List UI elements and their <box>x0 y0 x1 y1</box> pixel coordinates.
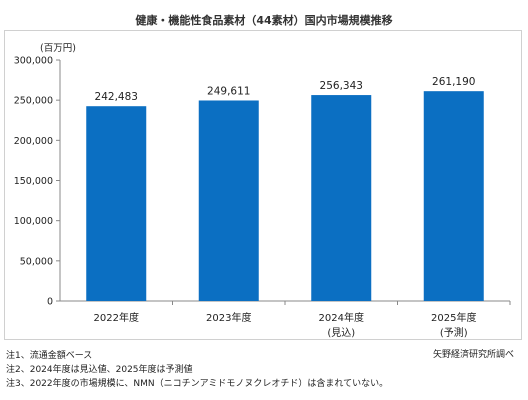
source-credit: 矢野経済研究所調べ <box>432 350 514 360</box>
bar-value-label: 249,611 <box>207 85 250 97</box>
bar-value-label: 256,343 <box>320 80 363 92</box>
y-axis-unit-label: (百万円) <box>40 43 76 54</box>
y-tick-label: 100,000 <box>14 216 53 227</box>
y-tick-label: 150,000 <box>14 176 53 187</box>
x-category-label: 2024年度 <box>319 311 364 324</box>
bar <box>423 91 484 301</box>
x-category-label: 2025年度 <box>431 311 476 324</box>
chart-frame <box>4 30 522 340</box>
note-3: 注3、2022年度の市場規模に、NMN（ニコチンアミドモノヌクレオチド）は含まれ… <box>6 379 389 389</box>
note-2: 注2、2024年度は見込値、2025年度は予測値 <box>6 365 193 375</box>
bar-chart: 0 50,000 100,000 150,000 200,000 250,000 300,0… <box>14 56 511 339</box>
bar <box>198 100 259 302</box>
x-category-label: 2023年度 <box>206 311 251 324</box>
x-category-sublabel: (見込) <box>327 327 355 339</box>
y-tick-label: 250,000 <box>14 96 53 107</box>
bar <box>86 106 147 301</box>
y-tick-label: 0 <box>47 297 53 308</box>
chart-title: 健康・機能性食品素材（44素材）国内市場規模推移 <box>135 14 393 27</box>
x-category-label: 2022年度 <box>94 311 139 324</box>
bar-value-label: 261,190 <box>432 76 475 88</box>
y-tick-label: 200,000 <box>14 136 53 147</box>
x-category-sublabel: (予測) <box>440 326 468 339</box>
y-tick-label: 50,000 <box>20 256 53 267</box>
bar <box>311 95 372 301</box>
bar-value-label: 242,483 <box>95 91 138 103</box>
y-tick-label: 300,000 <box>14 56 53 67</box>
note-1: 注1、流通金額ベース <box>6 351 93 361</box>
